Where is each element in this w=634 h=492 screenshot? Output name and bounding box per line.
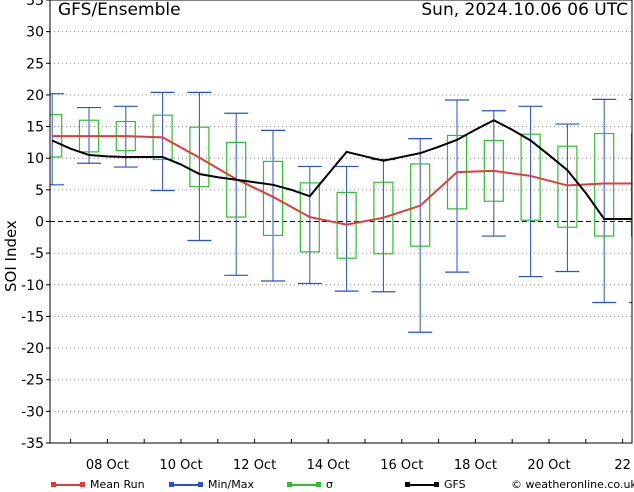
legend-item-mean: Mean Run [52,478,145,491]
y-tick-label: -15 [21,309,44,325]
legend-item-minmax: Min/Max [170,478,254,491]
y-tick-label: 20 [26,88,44,104]
y-tick-label: 15 [26,120,44,136]
y-tick-label: -10 [21,278,44,294]
y-tick-label: -20 [21,341,44,357]
legend-label-mean: Mean Run [90,478,145,491]
gfs-line [52,120,634,219]
y-tick-label: 25 [26,56,44,72]
y-tick-label: 5 [35,183,44,199]
y-tick-label: 10 [26,151,44,167]
legend-label-minmax: Min/Max [208,478,254,491]
x-tick-label: 22 [614,458,631,473]
legend-swatch-sigma [288,484,320,486]
forecast-datetime: Sun, 2024.10.06 06 UTC [421,0,628,20]
legend-swatch-gfs [406,484,438,486]
legend-item-gfs: GFS [406,478,466,491]
x-tick-label: 20 Oct [527,458,570,473]
legend-swatch-minmax [170,484,202,486]
y-tick-label: -5 [30,246,44,262]
legend-swatch-mean [52,484,84,486]
copyright: © weatheronline.co.uk [511,478,634,491]
y-tick-label: 35 [26,0,44,9]
legend-item-sigma: σ [288,478,333,491]
mean-run-line [52,136,634,225]
y-axis-label: SOI Index [2,220,20,292]
x-tick-label: 12 Oct [233,458,276,473]
x-tick-label: 10 Oct [159,458,202,473]
x-tick-label: 14 Oct [307,458,350,473]
y-tick-label: 30 [26,25,44,41]
y-tick-label: -35 [21,436,44,452]
legend-label-sigma: σ [326,478,333,491]
x-tick-label: 16 Oct [380,458,423,473]
y-tick-label: 0 [35,215,44,231]
plot-area [40,92,634,332]
chart-title: GFS/Ensemble [58,0,181,20]
x-tick-label: 18 Oct [454,458,497,473]
y-tick-label: -30 [21,404,44,420]
x-tick-label: 08 Oct [86,458,129,473]
legend-label-gfs: GFS [444,478,466,491]
y-tick-label: -25 [21,373,44,389]
